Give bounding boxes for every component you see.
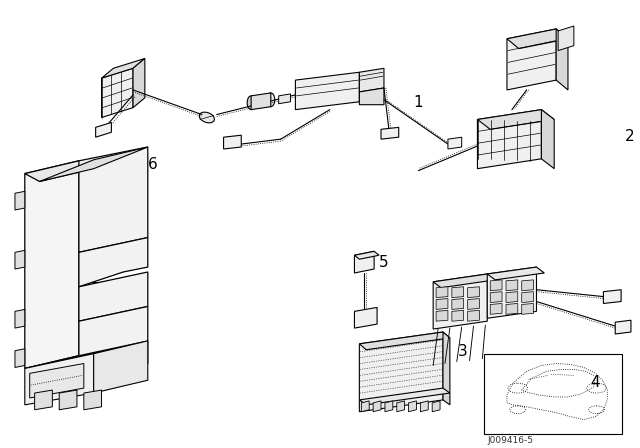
Text: 6: 6: [148, 157, 157, 172]
Polygon shape: [79, 306, 148, 375]
Polygon shape: [360, 388, 450, 405]
Polygon shape: [15, 191, 25, 210]
Polygon shape: [452, 310, 463, 321]
Polygon shape: [15, 349, 25, 367]
Polygon shape: [477, 110, 541, 169]
Circle shape: [61, 245, 67, 250]
Ellipse shape: [199, 112, 214, 123]
Polygon shape: [93, 341, 148, 393]
Ellipse shape: [247, 96, 255, 110]
Bar: [84, 282, 118, 300]
Polygon shape: [433, 274, 495, 288]
Polygon shape: [452, 287, 463, 297]
Polygon shape: [522, 292, 534, 302]
Circle shape: [357, 259, 365, 267]
Polygon shape: [487, 267, 545, 280]
Polygon shape: [522, 280, 534, 291]
Text: 2: 2: [625, 129, 635, 144]
Polygon shape: [102, 58, 145, 78]
Polygon shape: [408, 401, 417, 412]
Ellipse shape: [47, 218, 61, 228]
Polygon shape: [506, 303, 518, 314]
Polygon shape: [448, 137, 461, 149]
Polygon shape: [468, 310, 479, 321]
Polygon shape: [490, 292, 502, 302]
Polygon shape: [506, 292, 518, 302]
Polygon shape: [506, 280, 518, 291]
Polygon shape: [615, 320, 631, 334]
Polygon shape: [296, 72, 360, 110]
Polygon shape: [385, 401, 393, 412]
Bar: [84, 218, 111, 232]
Polygon shape: [278, 94, 291, 104]
Polygon shape: [79, 272, 148, 321]
Polygon shape: [604, 290, 621, 303]
Polygon shape: [487, 267, 536, 318]
Polygon shape: [443, 332, 450, 405]
Polygon shape: [360, 332, 443, 412]
Text: 3: 3: [458, 344, 467, 359]
Polygon shape: [25, 353, 93, 405]
Polygon shape: [360, 88, 384, 105]
Polygon shape: [95, 122, 111, 137]
Text: 1: 1: [413, 95, 423, 110]
Polygon shape: [25, 161, 93, 181]
Text: 5: 5: [379, 255, 388, 270]
Polygon shape: [362, 401, 369, 412]
Ellipse shape: [267, 93, 275, 107]
Polygon shape: [355, 251, 379, 259]
Polygon shape: [541, 110, 554, 169]
Polygon shape: [133, 58, 145, 108]
Polygon shape: [251, 93, 271, 110]
Polygon shape: [556, 29, 568, 90]
Polygon shape: [15, 310, 25, 328]
Polygon shape: [360, 332, 450, 350]
Polygon shape: [60, 390, 77, 410]
Polygon shape: [29, 363, 84, 398]
Circle shape: [95, 204, 102, 212]
Polygon shape: [79, 147, 148, 252]
Polygon shape: [355, 307, 377, 328]
Polygon shape: [452, 298, 463, 310]
Polygon shape: [355, 251, 374, 273]
Ellipse shape: [38, 211, 70, 235]
Polygon shape: [79, 237, 148, 287]
Polygon shape: [40, 147, 148, 181]
Polygon shape: [507, 29, 556, 90]
Polygon shape: [490, 303, 502, 314]
Polygon shape: [223, 135, 241, 149]
Polygon shape: [381, 127, 399, 139]
Polygon shape: [468, 287, 479, 297]
Polygon shape: [360, 68, 384, 92]
Text: 4: 4: [591, 375, 600, 390]
Polygon shape: [490, 280, 502, 291]
Bar: [84, 255, 118, 273]
Polygon shape: [25, 161, 79, 368]
Polygon shape: [25, 341, 148, 368]
Polygon shape: [432, 401, 440, 412]
Text: J009416-5: J009416-5: [487, 436, 533, 445]
Polygon shape: [433, 274, 487, 329]
Polygon shape: [420, 401, 428, 412]
Polygon shape: [436, 298, 448, 310]
Polygon shape: [468, 298, 479, 310]
Polygon shape: [507, 29, 568, 49]
Polygon shape: [373, 401, 381, 412]
Polygon shape: [522, 303, 534, 314]
Circle shape: [95, 271, 102, 279]
Polygon shape: [35, 390, 52, 410]
Polygon shape: [84, 390, 102, 410]
Bar: [484, 353, 622, 435]
Polygon shape: [436, 310, 448, 321]
Polygon shape: [477, 110, 554, 129]
Polygon shape: [102, 68, 133, 117]
Polygon shape: [15, 250, 25, 269]
Polygon shape: [558, 26, 574, 51]
Polygon shape: [397, 401, 404, 412]
Polygon shape: [436, 287, 448, 297]
